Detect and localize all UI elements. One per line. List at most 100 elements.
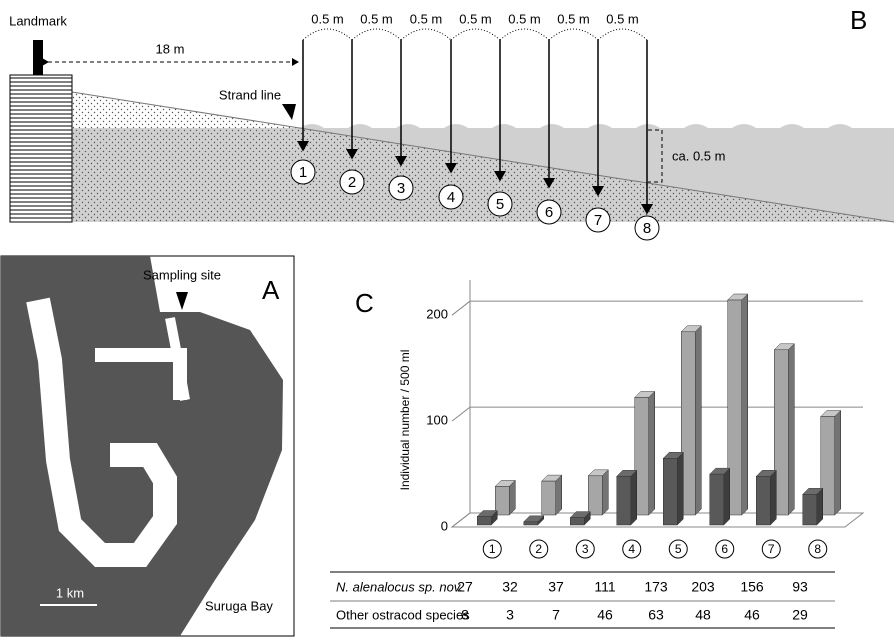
bar <box>662 451 684 526</box>
station-circle <box>585 207 611 233</box>
station-label: 3 <box>397 180 405 197</box>
bar-face <box>709 473 724 526</box>
category-circle <box>715 539 735 559</box>
bar-face <box>477 516 492 526</box>
bar-face <box>802 494 817 526</box>
category-circle <box>575 539 595 559</box>
spacing-label: 0.5 m <box>459 11 492 26</box>
x-tick-label: 3 <box>582 542 589 556</box>
station-circle <box>339 169 365 195</box>
depth-label: ca. 0.5 m <box>672 148 725 163</box>
legend-label: N. alenalocus sp. nov. <box>336 579 463 594</box>
spacing-arc <box>548 28 599 41</box>
station-circle <box>536 199 562 225</box>
table-value: 27 <box>457 579 473 595</box>
bar-face <box>648 390 655 516</box>
category-circle <box>668 539 688 559</box>
grid-line <box>451 300 863 316</box>
category-circle <box>622 539 642 559</box>
y-tick-label: 100 <box>426 413 448 428</box>
spacing-arc <box>450 28 501 41</box>
table-value: 32 <box>502 579 518 595</box>
x-tick-label: 6 <box>721 542 728 556</box>
bar <box>569 510 591 526</box>
category-circle <box>761 539 781 559</box>
bar <box>680 325 702 516</box>
bar-face <box>756 476 771 526</box>
building <box>9 74 73 223</box>
station-circle <box>388 175 414 201</box>
distance-label: 18 m <box>156 41 185 56</box>
bar <box>709 467 731 526</box>
bar-face <box>727 299 742 516</box>
bar-face <box>630 469 637 526</box>
bar <box>523 515 545 526</box>
table-value: 8 <box>461 607 469 623</box>
y-tick-label: 0 <box>441 518 448 533</box>
station-label: 5 <box>496 196 504 213</box>
table-value: 3 <box>506 607 514 623</box>
panel-label: B <box>850 5 867 35</box>
bar <box>616 469 638 526</box>
spacing-label: 0.5 m <box>557 11 590 26</box>
floor <box>450 512 865 528</box>
bay-label: Suruga Bay <box>205 598 273 613</box>
bar <box>755 469 777 526</box>
bar <box>634 390 656 516</box>
strand-label: Strand line <box>219 87 281 102</box>
spacing-arc <box>597 28 648 41</box>
table-value: 203 <box>691 579 715 595</box>
bar-face <box>663 458 678 526</box>
site-marker <box>176 292 188 310</box>
grid-line <box>451 406 863 422</box>
spacing-label: 0.5 m <box>606 11 639 26</box>
map: 1 km Sampling site A Suruga Bay <box>0 255 295 637</box>
station-label: 6 <box>545 204 553 221</box>
bar-face <box>834 409 841 516</box>
station-circle <box>487 191 513 217</box>
table-value: 173 <box>644 579 668 595</box>
bar-face <box>741 293 748 516</box>
bar-face <box>820 416 835 516</box>
bar-face <box>523 521 538 526</box>
x-tick-label: 5 <box>675 542 682 556</box>
legend-label: Other ostracod species <box>336 607 470 622</box>
station-label: 1 <box>299 164 307 181</box>
bar <box>727 293 749 516</box>
bar-face <box>588 475 603 516</box>
spacing-label: 0.5 m <box>410 11 443 26</box>
spacing-label: 0.5 m <box>508 11 541 26</box>
bar <box>802 487 824 526</box>
x-tick-label: 4 <box>628 542 635 556</box>
spacing-label: 0.5 m <box>360 11 393 26</box>
table-value: 111 <box>594 579 615 595</box>
bar-face <box>616 476 631 526</box>
category-circle <box>529 539 549 559</box>
bar-face <box>681 331 696 516</box>
spacing-arc <box>400 28 452 41</box>
bar <box>541 474 563 516</box>
bar-face <box>723 467 730 526</box>
bar-face <box>774 349 789 516</box>
spacing-arc <box>499 28 550 41</box>
table-value: 29 <box>792 607 808 623</box>
spacing-arc <box>302 28 353 41</box>
bar-face <box>555 474 562 516</box>
scale-label: 1 km <box>56 585 84 600</box>
station-label: 2 <box>348 174 356 191</box>
x-tick-label: 1 <box>489 542 496 556</box>
bar-face <box>695 325 702 516</box>
category-circle <box>482 539 502 559</box>
bar <box>773 343 795 516</box>
slope <box>71 91 894 223</box>
waves <box>300 124 894 222</box>
x-tick-label: 8 <box>814 542 821 556</box>
spacing-arc <box>351 28 402 41</box>
depth-bracket <box>648 129 663 183</box>
bar <box>494 479 516 516</box>
station-circle <box>290 159 316 185</box>
table-value: 37 <box>548 579 564 595</box>
table-value: 46 <box>744 607 760 623</box>
station-label: 7 <box>594 212 602 229</box>
landmark-pole <box>33 40 43 75</box>
